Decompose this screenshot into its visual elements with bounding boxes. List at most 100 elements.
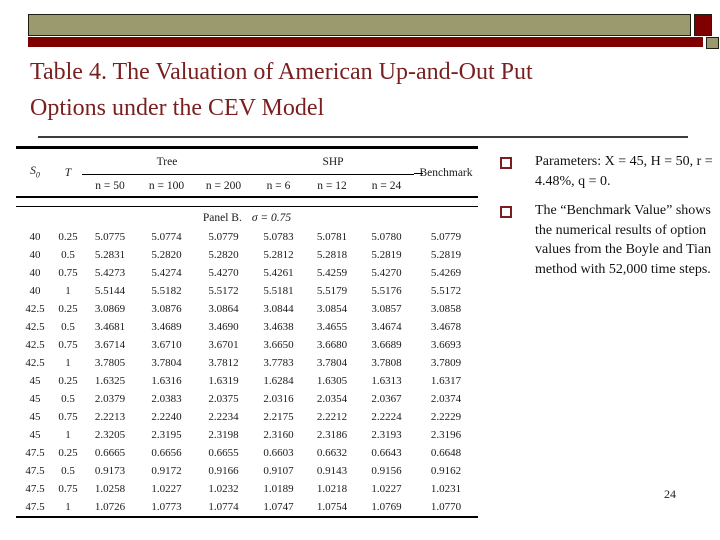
table-row: 45 0.75 2.2213 2.2240 2.2234 2.2175 2.2212 2.22… <box>16 408 478 426</box>
s0-subscript: 0 <box>35 170 40 180</box>
table-cell: 47.5 <box>25 465 45 477</box>
table-cell: 2.2213 <box>94 411 126 423</box>
table-cell: 5.5179 <box>316 285 348 297</box>
table-cell: 5.2819 <box>371 249 402 261</box>
slide-title-line2: Options under the CEV Model <box>30 95 325 121</box>
panel-label-row: Panel B. σ = 0.75 <box>16 207 478 229</box>
table-cell: 5.4274 <box>151 267 182 279</box>
table-cell: 1.6319 <box>208 375 239 387</box>
table-cell: 0.25 <box>58 375 78 387</box>
table-cell: 5.0774 <box>151 231 182 243</box>
table-cell: 3.7808 <box>371 357 402 369</box>
table-cell: 2.2175 <box>263 411 294 423</box>
table-cell: 1.0218 <box>316 483 348 495</box>
page-number: 24 <box>664 487 676 501</box>
table-cell: 42.5 <box>25 339 45 351</box>
table-header-row-groups: S0 T Tree SHP Benchmark <box>16 147 479 198</box>
table-cell: 3.4681 <box>94 321 126 333</box>
table-cell: 3.4674 <box>371 321 402 333</box>
table-header: S0 T Tree SHP Benchmark n = 50 n = 100 n… <box>16 147 479 198</box>
table-row: 40 0.5 5.2831 5.2820 5.2820 5.2812 5.2818 5.281… <box>16 246 478 264</box>
table-cell: 45 <box>29 375 41 387</box>
table-cell: 5.4270 <box>371 267 402 279</box>
table-cell: 5.4269 <box>430 267 462 279</box>
table-cell: 40 <box>29 249 41 261</box>
table-cell: 2.0375 <box>208 393 239 405</box>
table-row: 47.5 1 1.0726 1.0773 1.0774 1.0747 1.0754 1.076… <box>16 498 478 517</box>
table-cell: 1.0754 <box>316 501 348 513</box>
table-cell: 0.6643 <box>371 447 402 459</box>
table-cell: 47.5 <box>25 483 45 495</box>
table-cell: 3.6701 <box>208 339 239 351</box>
table-cell: 1.6325 <box>94 375 126 387</box>
table-cell: 0.9172 <box>151 465 182 477</box>
table-cell: 2.2234 <box>208 411 239 423</box>
table-cell: 0.9162 <box>430 465 462 477</box>
square-bullet-icon <box>500 157 512 169</box>
table-cell: 2.0379 <box>94 393 126 405</box>
table-cell: 0.6656 <box>151 447 182 459</box>
table-cell: 0.5 <box>61 393 75 405</box>
table-cell: 1.0232 <box>208 483 239 495</box>
table-cell: 0.75 <box>58 483 78 495</box>
table-cell: 0.75 <box>58 267 78 279</box>
table-cell: 3.6710 <box>151 339 182 351</box>
table-cell: 1.0258 <box>94 483 126 495</box>
table-cell: 1.6284 <box>263 375 294 387</box>
table-cell: 5.4270 <box>208 267 239 279</box>
table-cell: 0.6632 <box>316 447 348 459</box>
table-cell: 0.6603 <box>263 447 294 459</box>
table-cell: 1 <box>65 501 71 513</box>
table-cell: 2.3160 <box>263 429 294 441</box>
table-cell: 2.2224 <box>371 411 402 423</box>
table-cell: 0.9156 <box>371 465 402 477</box>
table-cell: 2.3198 <box>208 429 239 441</box>
table-cell: 3.4689 <box>151 321 182 333</box>
table-cell: 5.4261 <box>263 267 294 279</box>
table-cell: 5.0783 <box>263 231 294 243</box>
table-row: 42.5 0.75 3.6714 3.6710 3.6701 3.6650 3.6680 3.… <box>16 336 478 354</box>
table-header-row-n: n = 50 n = 100 n = 200 n = 6 n = 12 n = … <box>16 174 478 198</box>
table-cell: 0.5 <box>61 249 75 261</box>
table-cell: 5.5181 <box>263 285 294 297</box>
header-square-olive <box>706 37 719 49</box>
table-cell: 1.0770 <box>430 501 462 513</box>
table-cell: 3.0876 <box>151 303 182 315</box>
table-cell: 3.7812 <box>208 357 239 369</box>
table-cell: 3.7804 <box>151 357 182 369</box>
table-cell: 5.2818 <box>316 249 348 261</box>
table-cell: 3.4678 <box>430 321 462 333</box>
table-body: 40 0.25 5.0775 5.0774 5.0779 5.0783 5.0781 5.07… <box>16 228 478 517</box>
table-cell: 3.7805 <box>94 357 126 369</box>
table-row: 42.5 0.25 3.0869 3.0876 3.0864 3.0844 3.0854 3.… <box>16 300 478 318</box>
table-row: 47.5 0.5 0.9173 0.9172 0.9166 0.9107 0.9143 0.9… <box>16 462 478 480</box>
table-cell: 42.5 <box>25 303 45 315</box>
col-header-n6: n = 6 <box>252 174 305 198</box>
table-cell: 3.7783 <box>263 357 294 369</box>
table-cell: 3.6693 <box>430 339 462 351</box>
table-cell: 1.0769 <box>371 501 402 513</box>
table-row: 45 0.25 1.6325 1.6316 1.6319 1.6284 1.6305 1.63… <box>16 372 478 390</box>
table-cell: 1.0774 <box>208 501 239 513</box>
table-cell: 1.6316 <box>151 375 182 387</box>
table-cell: 47.5 <box>25 447 45 459</box>
table-cell: 5.5172 <box>208 285 239 297</box>
table-cell: 5.0781 <box>316 231 348 243</box>
table-cell: 2.3193 <box>371 429 402 441</box>
table-cell: 2.3205 <box>94 429 126 441</box>
header-bar-red <box>28 37 703 47</box>
table-cell: 3.0858 <box>430 303 462 315</box>
s0-symbol: S <box>30 165 36 178</box>
table-cell: 0.6665 <box>94 447 126 459</box>
table-row: 47.5 0.75 1.0258 1.0227 1.0232 1.0189 1.0218 1.… <box>16 480 478 498</box>
table-cell: 2.2212 <box>316 411 348 423</box>
table-cell: 42.5 <box>25 321 45 333</box>
table-cell: 1.0231 <box>430 483 462 495</box>
table-cell: 3.7809 <box>430 357 462 369</box>
table-cell: 3.4690 <box>208 321 239 333</box>
table-cell: 1.6317 <box>430 375 462 387</box>
col-header-n24: n = 24 <box>359 174 415 198</box>
table-row: 40 0.75 5.4273 5.4274 5.4270 5.4261 5.4259 5.42… <box>16 264 478 282</box>
table-cell: 1.0726 <box>94 501 126 513</box>
